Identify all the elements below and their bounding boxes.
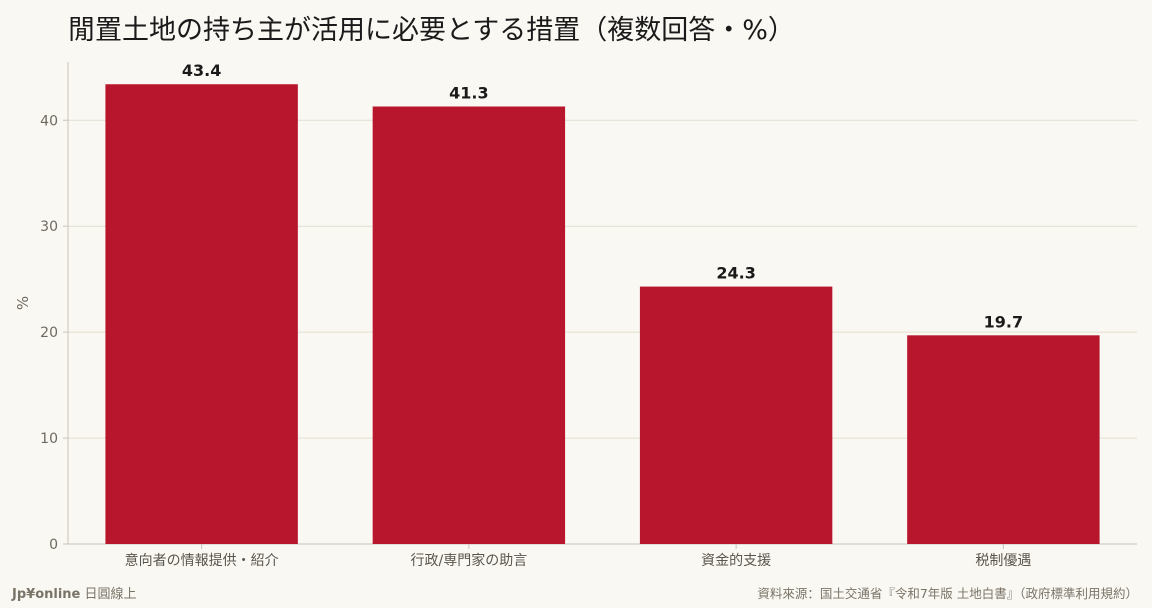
x-tick-label: 税制優遇: [975, 553, 1031, 569]
y-tick-label: 30: [40, 219, 58, 235]
brand-name: Jp¥online: [12, 587, 81, 602]
data-label: 24.3: [716, 264, 755, 283]
bar-4: [907, 335, 1100, 544]
source-note: 資料來源：国土交通省『令和7年版 土地白書』（政府標準利用規約）: [757, 586, 1138, 601]
data-label: 43.4: [182, 61, 221, 80]
y-tick-label: 40: [40, 113, 58, 129]
data-label: 41.3: [449, 83, 488, 102]
chart-title: 閒置土地の持ち主が活用に必要とする措置（複数回答・%）: [68, 15, 795, 46]
y-axis-label: %: [14, 296, 32, 310]
data-label: 19.7: [984, 312, 1023, 331]
brand-subtitle: 日圓線上: [84, 587, 137, 602]
bar-2: [372, 106, 566, 544]
y-tick-label: 0: [49, 537, 58, 553]
x-tick-label: 意向者の情報提供・紹介: [125, 552, 279, 569]
brand-footer: Jp¥online 日圓線上: [12, 583, 137, 602]
bar-3: [639, 286, 833, 544]
y-tick-label: 20: [40, 325, 58, 341]
y-tick-label: 10: [40, 431, 58, 447]
bars: [105, 84, 1100, 544]
tick-labels: 0 10 20 30 40 意向者の情報提供・紹介 行政/専門家の助言 資金的支援 税制優遇: [40, 113, 1031, 569]
data-labels: 43.4 41.3 24.3 19.7: [182, 61, 1023, 331]
x-tick-label: 資金的支援: [701, 553, 771, 569]
bar-1: [105, 84, 298, 544]
x-tick-label: 行政/専門家の助言: [411, 552, 528, 569]
